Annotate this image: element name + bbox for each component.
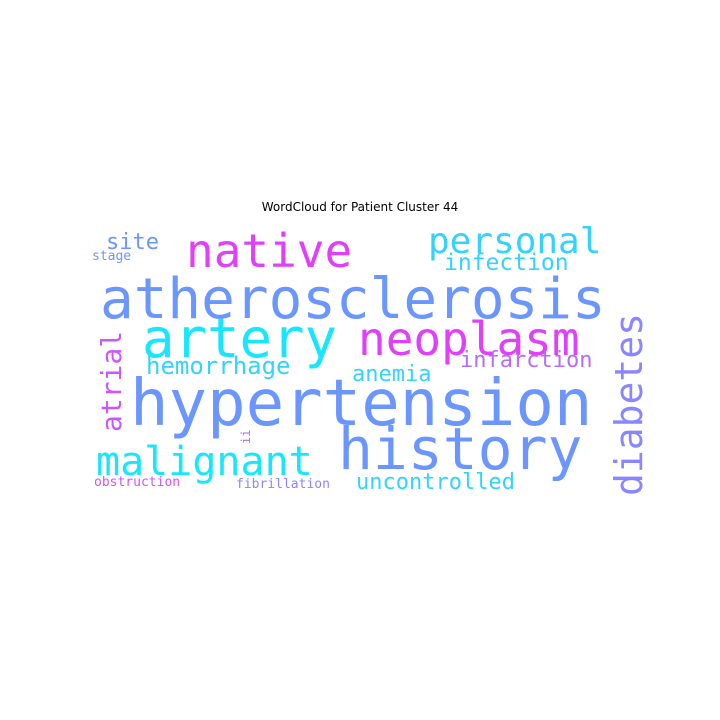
- word-uncontrolled: uncontrolled: [356, 470, 515, 495]
- word-hypertension: hypertension: [130, 367, 593, 441]
- word-history: history: [338, 415, 583, 483]
- word-fibrillation: fibrillation: [236, 477, 330, 492]
- word-infarction: infarction: [460, 348, 593, 373]
- word-malignant: malignant: [96, 439, 313, 485]
- word-artery: artery: [142, 307, 338, 370]
- word-hemorrhage: hemorrhage: [146, 352, 291, 380]
- chart-title: WordCloud for Patient Cluster 44: [261, 200, 459, 214]
- word-diabetes: diabetes: [607, 312, 651, 496]
- word-anemia: anemia: [352, 362, 432, 387]
- word-ii: ii: [239, 429, 253, 444]
- word-stage: stage: [92, 249, 132, 264]
- word-atrial: atrial: [95, 330, 128, 432]
- word-infection: infection: [444, 250, 569, 276]
- word-cloud: atherosclerosis hypertension history artery…: [90, 220, 651, 500]
- word-obstruction: obstruction: [94, 475, 181, 490]
- word-native: native: [186, 224, 353, 278]
- word-personal: personal: [428, 221, 602, 262]
- word-site: site: [106, 230, 159, 255]
- word-atherosclerosis: atherosclerosis: [100, 267, 606, 332]
- word-neoplasm: neoplasm: [358, 312, 580, 366]
